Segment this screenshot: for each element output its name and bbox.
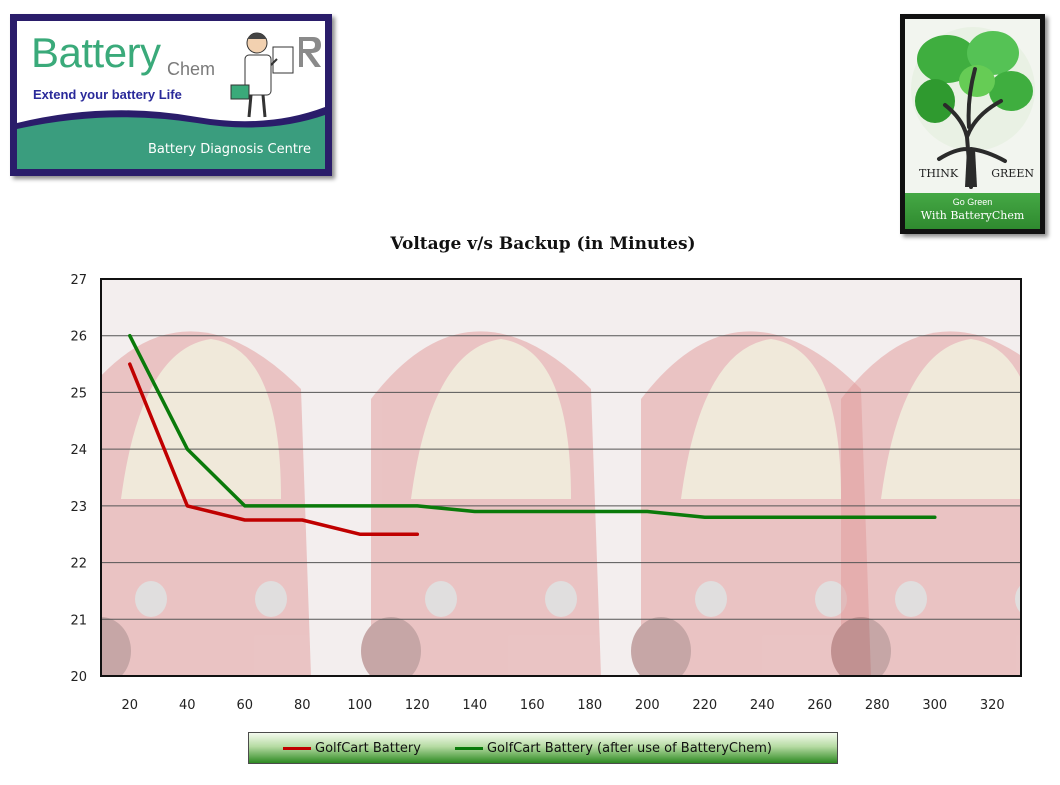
- x-tick-label: 80: [294, 698, 311, 713]
- y-axis-ticks: 20 21 22 23 24 25 26 27: [70, 273, 87, 685]
- golf-cart-photo-background: [101, 279, 1021, 676]
- x-tick-label: 200: [635, 698, 660, 713]
- y-tick-label: 22: [70, 557, 87, 572]
- logo-inner: Battery Chem Extend your battery Life: [17, 21, 325, 169]
- brand-suffix: Chem: [167, 59, 216, 79]
- x-tick-label: 120: [405, 698, 430, 713]
- y-tick-label: 23: [70, 500, 87, 515]
- legend-item-golfcart-batterychem: GolfCart Battery (after use of BatteryCh…: [454, 740, 772, 756]
- ronak-group-logo: [299, 37, 321, 67]
- green-label: GREEN: [991, 167, 1034, 180]
- x-tick-label: 180: [577, 698, 602, 713]
- series-line-1: [128, 333, 937, 519]
- plot-background: [101, 279, 1021, 676]
- tree-globe-icon: [911, 27, 1035, 189]
- x-tick-label: 240: [750, 698, 775, 713]
- doctor-mascot-icon: [230, 32, 294, 118]
- think-green-logo: THINK GREEN Go Green With BatteryChem: [900, 14, 1045, 234]
- x-tick-label: 220: [692, 698, 717, 713]
- x-tick-label: 20: [121, 698, 138, 713]
- brand-tagline: Extend your battery Life: [33, 87, 182, 102]
- go-green-label: Go Green: [952, 197, 993, 207]
- legend-label-golfcart-batterychem: GolfCart Battery (after use of BatteryCh…: [486, 740, 772, 756]
- think-label: THINK: [919, 167, 959, 180]
- diagnosis-centre-label: Battery Diagnosis Centre: [147, 142, 311, 157]
- y-tick-label: 21: [70, 613, 87, 628]
- golf-cart-silhouette: [101, 331, 311, 676]
- x-tick-label: 280: [865, 698, 890, 713]
- chart-legend: GolfCart Battery GolfCart Battery (after…: [248, 732, 838, 764]
- x-tick-label: 60: [236, 698, 253, 713]
- x-tick-label: 260: [807, 698, 832, 713]
- y-tick-label: 26: [70, 330, 87, 345]
- y-tick-label: 20: [70, 670, 87, 685]
- x-axis-ticks: 20 40 60 80 100 120 140 160 180 200 220 240 260 280 30…: [121, 698, 1004, 713]
- legend-label-golfcart: GolfCart Battery: [315, 740, 421, 756]
- y-tick-label: 27: [70, 273, 87, 288]
- plot-frame: [100, 278, 1022, 677]
- brand-name: Battery: [31, 29, 161, 76]
- legend-item-golfcart: GolfCart Battery: [283, 741, 421, 756]
- golf-cart-silhouette: [831, 331, 1021, 676]
- golf-cart-silhouette: [361, 331, 601, 676]
- go-green-banner: Go Green With BatteryChem: [905, 193, 1040, 229]
- legend-swatch-golfcart-batterychem: [454, 746, 483, 750]
- x-tick-label: 300: [922, 698, 947, 713]
- series-line-0: [128, 362, 420, 536]
- series-lines: [128, 333, 937, 536]
- x-tick-label: 40: [179, 698, 196, 713]
- x-tick-label: 320: [980, 698, 1005, 713]
- y-tick-label: 24: [70, 443, 87, 458]
- batterychem-logo: Battery Chem Extend your battery Life: [10, 14, 332, 176]
- golf-cart-silhouette: [631, 331, 871, 676]
- think-green-inner: THINK GREEN Go Green With BatteryChem: [905, 19, 1040, 229]
- chart-title: Voltage v/s Backup (in Minutes): [390, 234, 696, 254]
- x-tick-label: 100: [347, 698, 372, 713]
- with-batterychem-label: With BatteryChem: [920, 209, 1025, 222]
- y-tick-label: 25: [70, 386, 87, 401]
- x-tick-label: 160: [520, 698, 545, 713]
- legend-swatch-golfcart: [283, 746, 311, 750]
- logo-wave-band: [17, 107, 325, 169]
- x-tick-label: 140: [462, 698, 487, 713]
